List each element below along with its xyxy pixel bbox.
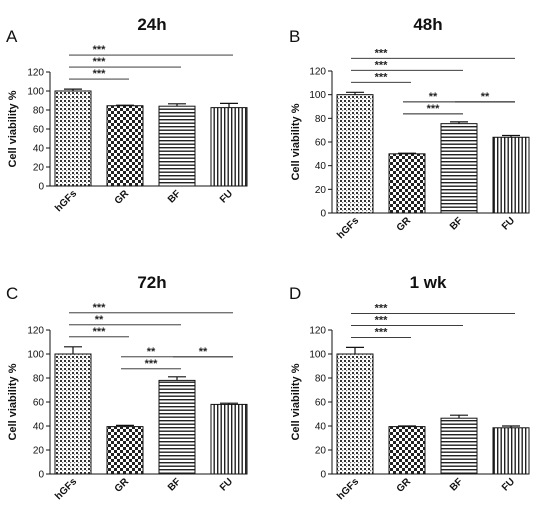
panel-b-x-tick-label: FU bbox=[500, 215, 517, 232]
panel-c-y-tick-label: 0 bbox=[38, 470, 44, 481]
panel-c-title: 72h bbox=[137, 273, 166, 292]
panel-a-letter: A bbox=[6, 27, 18, 46]
panel-a-bar-fu bbox=[210, 107, 248, 187]
panel-b: 48h B Cell viability % 0 20 40 60 80 100 120 hG… bbox=[289, 15, 530, 241]
panel-d-y-tick-label: 60 bbox=[315, 398, 327, 409]
panel-c-x-tick-label: BF bbox=[166, 476, 183, 493]
panel-a-y-tick-label: 80 bbox=[33, 106, 45, 117]
panel-c-x-tick-label: hGFs bbox=[53, 476, 79, 502]
panel-b-y-tick-label: 40 bbox=[315, 161, 327, 172]
panel-d-y-tick-label: 40 bbox=[315, 422, 327, 433]
panel-c-x-tick-label: FU bbox=[218, 476, 235, 493]
panel-d-x-tick-label: BF bbox=[448, 476, 465, 493]
panel-a-y-tick-label: 20 bbox=[33, 163, 45, 174]
panel-b-bar-fu bbox=[492, 136, 530, 214]
panel-a-x-tick-label: hGFs bbox=[53, 188, 79, 214]
panel-c-bar-bf bbox=[158, 379, 196, 475]
panel-b-significance-label: *** bbox=[375, 71, 389, 83]
panel-c-y-axis-label: Cell viability % bbox=[7, 363, 19, 440]
panel-d-y-tick-label: 20 bbox=[315, 446, 327, 457]
panel-a-significance-label: *** bbox=[93, 44, 107, 56]
panel-d-title: 1 wk bbox=[410, 273, 447, 292]
panel-b-x-tick-label: GR bbox=[395, 215, 414, 234]
panel-b-bar-hgfs bbox=[336, 94, 374, 214]
panel-b-bar-bf bbox=[440, 123, 478, 214]
panel-b-significance-label: ** bbox=[481, 91, 490, 103]
panel-c-significance-label: ** bbox=[95, 314, 104, 326]
panel-d-letter: D bbox=[289, 284, 301, 303]
panel-c-y-tick-label: 100 bbox=[27, 350, 44, 361]
panel-b-significance-label: *** bbox=[375, 47, 389, 59]
panel-a-y-tick-label: 0 bbox=[38, 182, 44, 193]
panel-d-significance-label: *** bbox=[375, 302, 389, 314]
panel-b-significance-label: *** bbox=[427, 103, 441, 115]
panel-d-y-tick-label: 0 bbox=[320, 470, 326, 481]
panel-d-bar-fu bbox=[492, 427, 530, 475]
panel-d-y-tick-label: 100 bbox=[309, 350, 326, 361]
panel-a-y-tick-label: 100 bbox=[27, 87, 44, 98]
panel-c-y-tick-label: 40 bbox=[33, 422, 45, 433]
panel-a-significance-label: *** bbox=[93, 56, 107, 68]
panel-c-y-tick-label: 60 bbox=[33, 398, 45, 409]
panel-c-significance-label: *** bbox=[145, 358, 159, 370]
panel-c-bar-gr bbox=[106, 426, 144, 475]
panel-b-y-axis-label: Cell viability % bbox=[290, 103, 302, 180]
panel-b-significance-label: ** bbox=[429, 91, 438, 103]
panel-c: 72h C Cell viability % 0 20 40 60 80 100 120 hG… bbox=[6, 273, 248, 502]
panel-a: 24h A Cell viability % 0 20 40 60 80 100 120 hG… bbox=[6, 15, 248, 214]
panel-b-significance-label: *** bbox=[375, 59, 389, 71]
panel-b-title: 48h bbox=[413, 15, 442, 34]
panel-d-x-tick-label: FU bbox=[500, 476, 517, 493]
panel-b-y-tick-label: 100 bbox=[309, 90, 326, 101]
panel-c-significance-label: ** bbox=[199, 346, 208, 358]
panel-b-y-tick-label: 80 bbox=[315, 114, 327, 125]
panel-b-y-tick-label: 120 bbox=[309, 67, 326, 78]
panel-d-x-tick-label: GR bbox=[395, 476, 414, 495]
panel-c-letter: C bbox=[6, 284, 18, 303]
panel-d: 1 wk D Cell viability % 0 20 40 60 80 100 120 h… bbox=[289, 273, 530, 502]
panel-a-x-tick-label: FU bbox=[218, 188, 235, 205]
panel-b-y-tick-label: 60 bbox=[315, 138, 327, 149]
panel-d-bar-hgfs bbox=[336, 353, 374, 475]
panel-a-bar-hgfs bbox=[54, 90, 92, 187]
panel-d-significance-label: *** bbox=[375, 326, 389, 338]
panel-c-y-tick-label: 120 bbox=[27, 326, 44, 337]
panel-c-x-tick-label: GR bbox=[113, 476, 132, 495]
panel-a-y-axis-label: Cell viability % bbox=[7, 90, 19, 167]
panel-d-y-axis-label: Cell viability % bbox=[290, 363, 302, 440]
panel-c-y-tick-label: 80 bbox=[33, 374, 45, 385]
panel-a-bar-gr bbox=[106, 105, 144, 187]
panel-c-significance-label: *** bbox=[93, 302, 107, 314]
panel-a-y-tick-label: 40 bbox=[33, 144, 45, 155]
panel-d-x-tick-label: hGFs bbox=[335, 476, 361, 502]
panel-d-y-tick-label: 120 bbox=[309, 326, 326, 337]
panel-b-x-tick-label: BF bbox=[448, 215, 465, 232]
panel-a-significance-label: *** bbox=[93, 68, 107, 80]
panel-c-bar-fu bbox=[210, 403, 248, 475]
panel-c-y-tick-label: 20 bbox=[33, 446, 45, 457]
panel-a-bar-bf bbox=[158, 105, 196, 187]
panel-c-significance-label: ** bbox=[147, 346, 156, 358]
panel-a-y-tick-label: 60 bbox=[33, 125, 45, 136]
panel-d-bar-bf bbox=[440, 417, 478, 475]
panel-b-y-tick-label: 20 bbox=[315, 185, 327, 196]
panel-b-y-tick-label: 0 bbox=[320, 209, 326, 220]
panel-a-x-tick-label: BF bbox=[166, 188, 183, 205]
panel-b-letter: B bbox=[289, 27, 300, 46]
panel-a-title: 24h bbox=[137, 15, 166, 34]
panel-c-significance-label: *** bbox=[93, 326, 107, 338]
panel-d-significance-label: *** bbox=[375, 314, 389, 326]
panel-b-x-tick-label: hGFs bbox=[335, 215, 361, 241]
panel-b-bar-gr bbox=[388, 153, 426, 214]
panel-d-bar-gr bbox=[388, 426, 426, 475]
panel-c-bar-hgfs bbox=[54, 353, 92, 475]
panel-a-x-tick-label: GR bbox=[113, 188, 132, 207]
panel-d-y-tick-label: 80 bbox=[315, 374, 327, 385]
panel-a-y-tick-label: 120 bbox=[27, 68, 44, 79]
